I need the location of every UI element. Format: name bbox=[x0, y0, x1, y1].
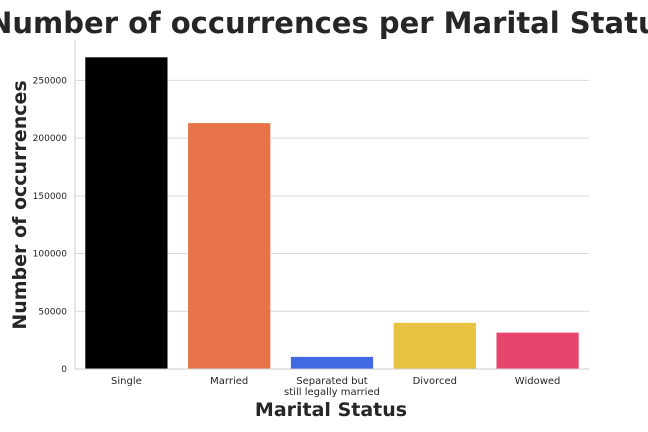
x-tick-label: Widowed bbox=[515, 376, 561, 387]
bar bbox=[85, 57, 168, 369]
bar bbox=[496, 332, 579, 369]
x-tick-label: Divorced bbox=[413, 376, 457, 387]
y-tick-label: 200000 bbox=[33, 134, 68, 144]
y-tick-labels: 0 50000 100000 150000 200000 250000 bbox=[33, 76, 68, 375]
bars bbox=[85, 57, 579, 370]
bar bbox=[188, 123, 271, 370]
y-tick-label: 100000 bbox=[33, 250, 68, 260]
x-axis-label: Marital Status bbox=[255, 399, 407, 421]
x-tick-label: Single bbox=[111, 376, 142, 387]
bar bbox=[290, 356, 374, 369]
x-tick-label: Married bbox=[210, 376, 248, 387]
bar bbox=[393, 322, 476, 369]
y-tick-label: 250000 bbox=[33, 76, 68, 86]
y-tick-label: 0 bbox=[61, 365, 67, 375]
y-tick-label: 150000 bbox=[33, 192, 68, 202]
x-tick-label: Separated but still legally married bbox=[284, 376, 380, 398]
y-tick-label: 50000 bbox=[38, 307, 67, 317]
y-axis-label: Number of occurrences bbox=[9, 80, 31, 329]
x-tick-labels: Single Married Separated but still legally … bbox=[111, 376, 560, 398]
chart-title: Number of occurrences per Marital Status bbox=[0, 6, 648, 40]
